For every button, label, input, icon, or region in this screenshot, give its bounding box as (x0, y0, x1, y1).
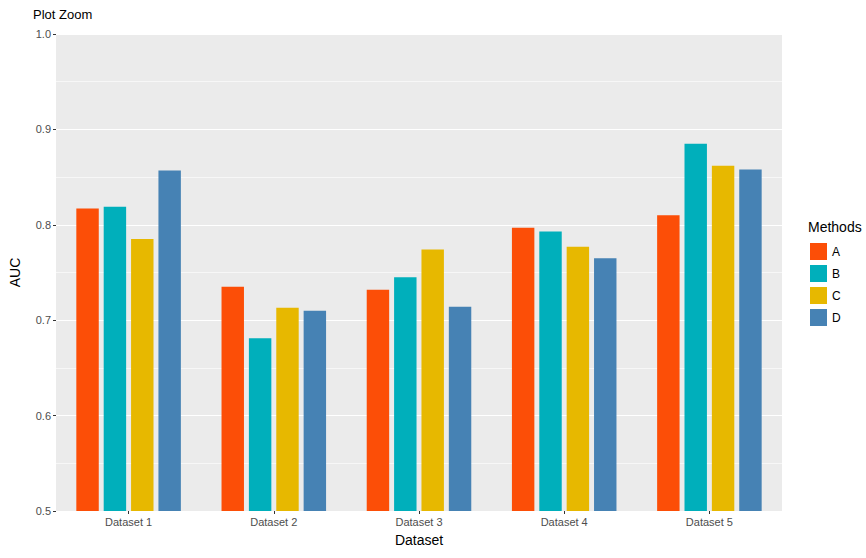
svg-text:0.8: 0.8 (36, 219, 51, 231)
svg-text:D: D (832, 311, 841, 325)
svg-text:0.9: 0.9 (36, 123, 51, 135)
svg-text:Dataset 3: Dataset 3 (395, 516, 442, 528)
svg-text:0.5: 0.5 (36, 505, 51, 517)
svg-text:A: A (832, 245, 840, 259)
svg-text:AUC: AUC (7, 258, 23, 288)
svg-text:Dataset 5: Dataset 5 (686, 516, 733, 528)
svg-text:Plot Zoom: Plot Zoom (33, 7, 92, 22)
svg-text:Methods: Methods (808, 219, 862, 235)
svg-text:Dataset: Dataset (395, 532, 443, 548)
svg-text:1.0: 1.0 (36, 28, 51, 40)
svg-text:Dataset 4: Dataset 4 (541, 516, 588, 528)
svg-text:B: B (832, 267, 840, 281)
svg-text:0.7: 0.7 (36, 314, 51, 326)
svg-text:0.6: 0.6 (36, 410, 51, 422)
svg-text:Dataset 2: Dataset 2 (250, 516, 297, 528)
svg-text:Dataset 1: Dataset 1 (105, 516, 152, 528)
svg-text:C: C (832, 289, 841, 303)
